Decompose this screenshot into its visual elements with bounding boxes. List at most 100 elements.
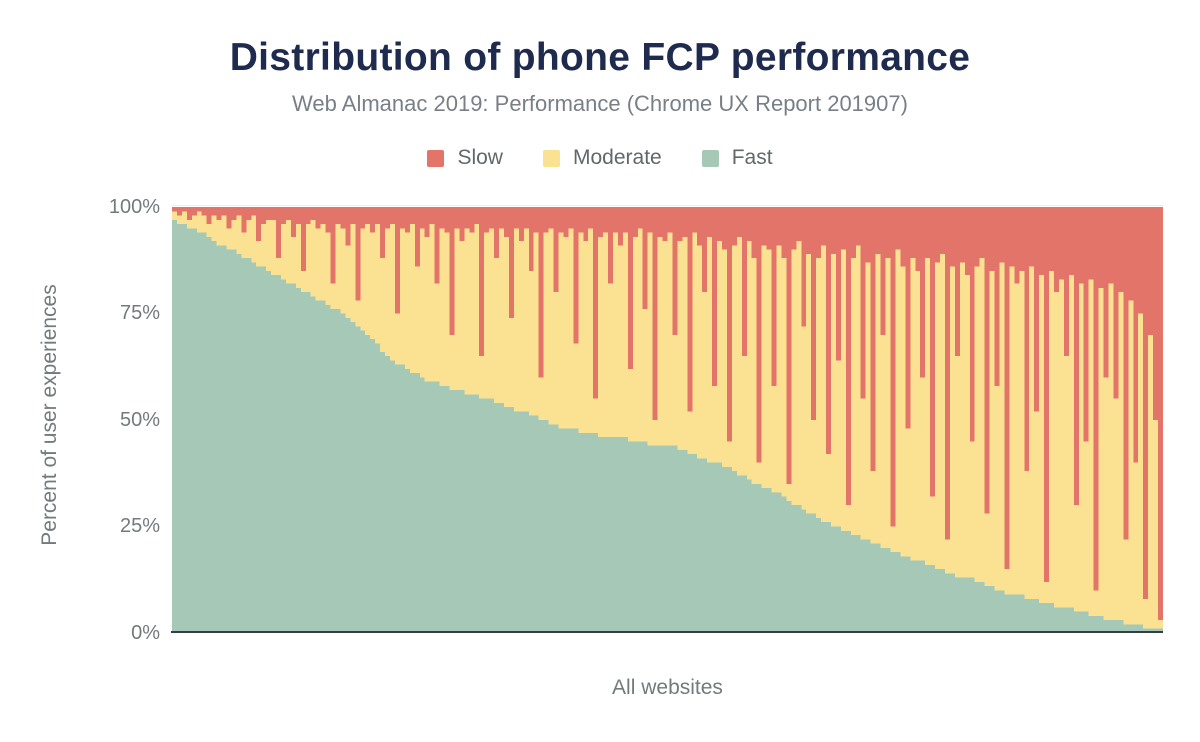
bar-segment xyxy=(1138,313,1144,625)
bar-segment xyxy=(1024,471,1030,599)
bar-segment xyxy=(915,270,921,561)
bar-segment xyxy=(1083,611,1090,633)
bar-segment xyxy=(1014,207,1020,284)
bar-segment xyxy=(315,300,322,633)
bar-segment xyxy=(261,207,267,225)
bar-segment xyxy=(949,573,956,633)
bar-segment xyxy=(588,432,594,633)
bar-segment xyxy=(890,207,897,527)
bar-segment xyxy=(533,207,540,233)
bar-segment xyxy=(771,385,778,493)
bar-segment xyxy=(662,207,669,242)
bar-segment xyxy=(543,232,550,420)
bar-segment xyxy=(241,232,247,259)
bar-segment xyxy=(1093,590,1100,616)
bar-segment xyxy=(806,207,812,254)
bar-segment xyxy=(484,207,490,233)
bar-segment xyxy=(1014,283,1020,595)
legend-item-moderate: Moderate xyxy=(542,146,662,170)
bar-segment xyxy=(548,228,555,425)
bar-segment xyxy=(989,207,996,271)
bar-segment xyxy=(290,236,297,284)
bar-segment xyxy=(414,207,421,267)
bar-segment xyxy=(1093,615,1100,633)
bar-segment xyxy=(959,577,966,633)
bar-segment xyxy=(731,471,738,633)
bar-segment xyxy=(424,236,431,382)
bar-segment xyxy=(503,207,510,237)
bar-segment xyxy=(1034,411,1040,599)
bar-segment xyxy=(880,547,887,633)
bar-segment xyxy=(1049,207,1055,271)
bar-segment xyxy=(1044,603,1050,633)
bar-segment xyxy=(271,207,277,220)
bar-segment xyxy=(523,411,530,633)
bar-segment xyxy=(533,415,540,633)
bar-segment xyxy=(335,309,342,633)
bar-segment xyxy=(1103,377,1110,621)
bar-segment xyxy=(756,462,763,484)
bar-segment xyxy=(603,437,609,633)
bar-segment xyxy=(1049,603,1055,633)
bar-segment xyxy=(855,245,862,536)
bar-segment xyxy=(1073,207,1080,506)
bar-segment xyxy=(667,207,674,233)
bar-segment xyxy=(513,411,520,633)
x-axis-line xyxy=(171,631,1163,633)
bar-segment xyxy=(355,207,361,301)
bar-segment xyxy=(612,437,619,633)
bar-segment xyxy=(870,207,877,472)
bar-segment xyxy=(944,207,951,540)
bar-segment xyxy=(622,207,629,233)
bar-segment xyxy=(712,207,718,386)
bar-segment xyxy=(1073,505,1080,612)
legend-label-moderate: Moderate xyxy=(572,146,662,169)
bar-segment xyxy=(464,207,470,229)
bar-segment xyxy=(1049,270,1055,604)
bar-segment xyxy=(954,356,961,578)
bar-segment xyxy=(910,207,916,259)
bar-segment xyxy=(865,207,872,263)
bar-segment xyxy=(261,266,267,633)
bar-segment xyxy=(880,334,887,548)
y-tick-50: 50% xyxy=(119,409,160,431)
bar-segment xyxy=(954,207,961,357)
bar-segment xyxy=(300,270,307,293)
bar-segment xyxy=(216,219,223,246)
bar-segment xyxy=(494,207,500,259)
bar-segment xyxy=(573,343,579,429)
bar-segment xyxy=(181,224,188,633)
bar-segment xyxy=(1068,607,1075,633)
bar-segment xyxy=(1044,581,1050,604)
bar-segment xyxy=(444,207,451,233)
bar-segment xyxy=(920,207,926,378)
bar-segment xyxy=(385,207,391,229)
bar-segment xyxy=(687,411,693,455)
bar-segment xyxy=(261,224,267,267)
bar-segment xyxy=(944,539,951,574)
bar-segment xyxy=(687,454,693,633)
bar-segment xyxy=(831,526,837,633)
bar-segment xyxy=(900,556,906,633)
bar-segment xyxy=(717,462,723,633)
bar-segment xyxy=(746,207,753,242)
bar-segment xyxy=(221,215,228,246)
bar-segment xyxy=(276,258,282,276)
bar-segment xyxy=(1024,598,1030,633)
bar-segment xyxy=(598,207,604,237)
bar-segment xyxy=(578,432,584,633)
bar-segment xyxy=(449,207,456,335)
bar-segment xyxy=(925,564,931,633)
bar-segment xyxy=(305,207,312,225)
bar-segment xyxy=(404,207,411,233)
bar-segment xyxy=(622,437,629,633)
bar-segment xyxy=(746,479,753,633)
bar-segment xyxy=(454,207,460,229)
bar-segment xyxy=(984,207,991,514)
bar-segment xyxy=(1078,283,1085,612)
bar-segment xyxy=(360,330,366,633)
bar-segment xyxy=(1029,598,1035,633)
bar-segment xyxy=(761,245,768,489)
bar-segment xyxy=(588,207,594,229)
bar-segment xyxy=(826,207,832,455)
